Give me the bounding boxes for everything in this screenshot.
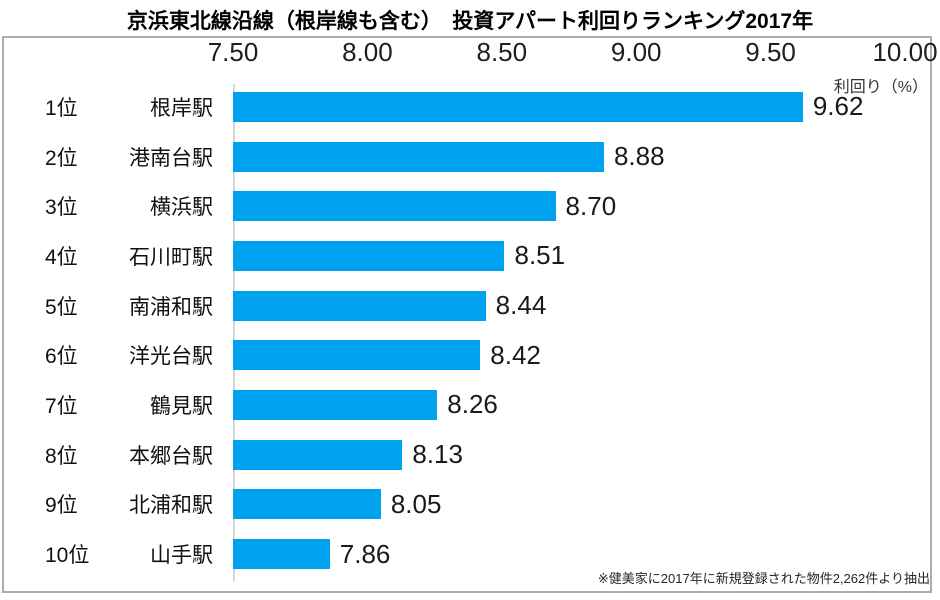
yield-bar [233, 439, 403, 470]
x-axis-tick: 8.00 [342, 37, 393, 67]
x-axis-tick: 7.50 [207, 37, 259, 67]
table-row: 8位 本郷台駅 8.13 [0, 430, 940, 480]
value-label: 8.44 [495, 290, 547, 321]
x-axis-tick: 8.50 [476, 37, 528, 67]
rank-label: 7位 [45, 394, 78, 418]
table-row: 6位 洋光台駅 8.42 [0, 330, 940, 380]
x-axis-tick: 10.00 [872, 37, 938, 67]
yield-bar [233, 389, 438, 420]
yield-bar [233, 290, 486, 321]
rank-label: 2位 [45, 146, 78, 170]
value-label: 8.42 [490, 339, 541, 370]
y-axis-baseline [233, 84, 235, 581]
rank-label: 6位 [45, 345, 78, 369]
source-footnote: ※健美家に2017年に新規登録された物件2,262件より抽出 [597, 571, 930, 586]
yield-bar [233, 91, 803, 122]
rank-label: 4位 [45, 245, 78, 269]
table-row: 1位 根岸駅 9.62 [0, 82, 940, 132]
rank-label: 5位 [45, 295, 78, 319]
table-row: 4位 石川町駅 8.51 [0, 231, 940, 281]
station-label: 本郷台駅 [129, 444, 213, 468]
value-label: 8.13 [412, 439, 463, 470]
bar-rows-container: 1位 根岸駅 9.62 2位 港南台駅 8.88 3位 横浜駅 8.70 4位 石川町駅 8.51 5位… [0, 82, 940, 579]
rank-label: 9位 [45, 494, 78, 518]
x-axis-tick-strip: 7.50 8.00 8.50 9.00 9.50 10.00 [208, 37, 938, 67]
rank-label: 3位 [45, 196, 78, 220]
station-label: 根岸駅 [150, 96, 213, 120]
x-axis-tick: 9.00 [610, 37, 662, 67]
station-label: 石川町駅 [129, 245, 213, 269]
yield-bar [233, 539, 330, 570]
table-row: 10位 山手駅 7.86 [0, 529, 940, 579]
value-label: 8.88 [613, 141, 665, 172]
value-label: 8.26 [447, 389, 498, 420]
station-label: 鶴見駅 [150, 394, 213, 418]
table-row: 5位 南浦和駅 8.44 [0, 281, 940, 331]
yield-bar [233, 240, 505, 271]
yield-bar [233, 191, 556, 222]
value-label: 8.70 [565, 190, 617, 221]
plot-border-box [2, 36, 932, 593]
value-label: 8.05 [390, 488, 442, 519]
rank-label: 8位 [45, 444, 78, 468]
table-row: 2位 港南台駅 8.88 [0, 132, 940, 182]
yield-bar [233, 141, 604, 172]
value-label: 7.86 [339, 538, 391, 569]
station-label: 南浦和駅 [129, 295, 213, 319]
yield-bar [233, 489, 381, 520]
rank-label: 1位 [45, 96, 78, 120]
chart-title: 京浜東北線沿線（根岸線も含む） 投資アパート利回りランキング2017年 [126, 10, 814, 33]
x-axis-tick: 9.50 [745, 37, 796, 67]
table-row: 9位 北浦和駅 8.05 [0, 480, 940, 530]
yield-bar [233, 340, 481, 371]
station-label: 北浦和駅 [129, 494, 213, 518]
table-row: 3位 横浜駅 8.70 [0, 181, 940, 231]
value-label: 9.62 [812, 91, 864, 122]
rank-label: 10位 [45, 544, 90, 568]
value-label: 8.51 [514, 240, 566, 271]
station-label: 洋光台駅 [129, 345, 213, 369]
station-label: 山手駅 [150, 544, 213, 568]
x-axis-unit-label: 利回り（%） [833, 79, 928, 96]
station-label: 港南台駅 [129, 146, 213, 170]
table-row: 7位 鶴見駅 8.26 [0, 380, 940, 430]
station-label: 横浜駅 [150, 196, 213, 220]
